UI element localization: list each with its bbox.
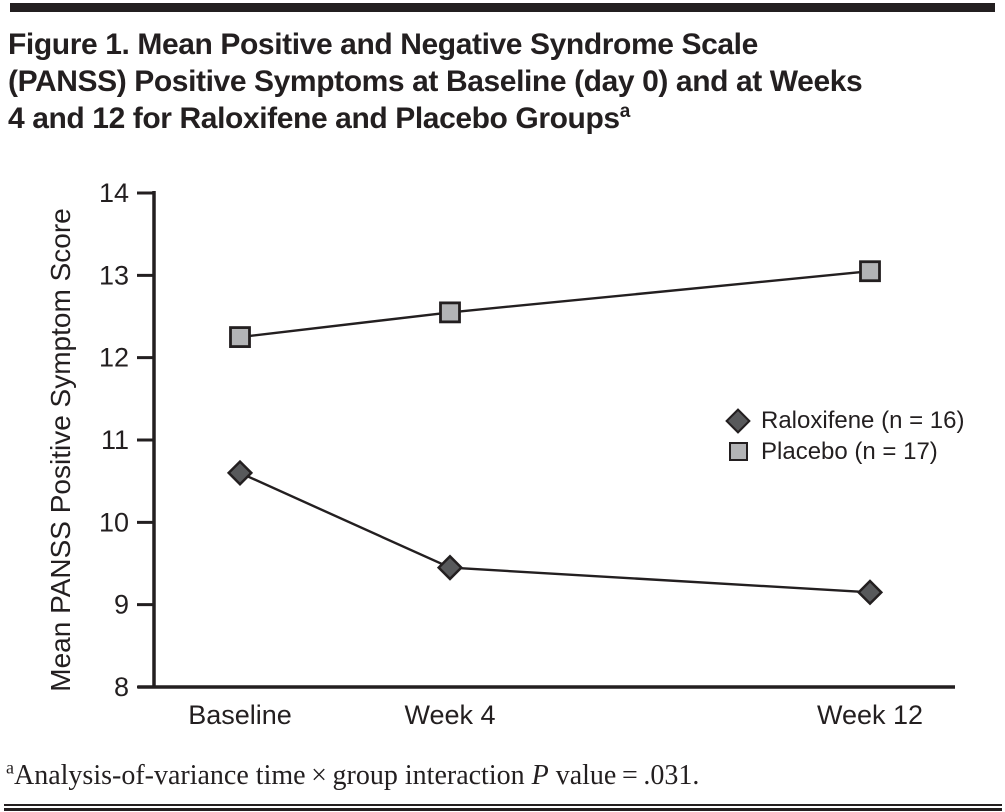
- square-icon: [728, 442, 748, 461]
- y-tick-label: 10: [99, 507, 129, 537]
- legend-item-raloxifene: Raloxifene (n = 16): [723, 405, 964, 436]
- legend-label-placebo: Placebo (n = 17): [761, 437, 938, 465]
- legend: Raloxifene (n = 16) Placebo (n = 17): [723, 405, 964, 467]
- data-point-placebo-1: [439, 301, 461, 324]
- legend-label-raloxifene: Raloxifene (n = 16): [761, 406, 965, 434]
- series-line-raloxifene: [239, 471, 871, 594]
- data-point-placebo-2: [859, 260, 881, 283]
- title-line-1: Figure 1. Mean Positive and Negative Syn…: [8, 28, 758, 61]
- footnote-text-tail: value = .031.: [548, 760, 700, 791]
- figure-title: Figure 1. Mean Positive and Negative Syn…: [8, 26, 1003, 137]
- footnote-superscript: a: [6, 757, 14, 778]
- series-line-placebo: [239, 270, 871, 339]
- y-tick-label: 8: [114, 672, 129, 702]
- title-line-3-text: 4 and 12 for Raloxifene and Placebo Grou…: [8, 102, 620, 135]
- bottom-rule-thick: [4, 808, 1002, 811]
- footnote-p-symbol: P: [531, 760, 549, 791]
- data-point-raloxifene-0: [226, 459, 254, 487]
- x-tick-label: Week 4: [404, 700, 495, 730]
- x-tick-label: Week 12: [817, 700, 923, 730]
- title-superscript: a: [619, 101, 631, 122]
- y-tick-label: 14: [99, 178, 129, 208]
- title-line-3: 4 and 12 for Raloxifene and Placebo Grou…: [8, 100, 1003, 137]
- title-line-2: (PANSS) Positive Symptoms at Baseline (d…: [8, 65, 863, 98]
- legend-item-placebo: Placebo (n = 17): [723, 436, 964, 467]
- data-point-raloxifene-1: [436, 554, 464, 581]
- y-axis-title: Mean PANSS Positive Symptom Score: [45, 208, 76, 691]
- footnote-text: Analysis-of-variance time × group intera…: [14, 760, 532, 791]
- y-tick-label: 11: [101, 425, 129, 455]
- data-point-raloxifene-2: [856, 579, 884, 606]
- diamond-icon: [725, 407, 751, 434]
- y-tick-label: 9: [114, 590, 129, 620]
- chart-svg: Mean PANSS Positive Symptom Score 8 9 10 11…: [45, 178, 955, 730]
- y-tick-label: 12: [99, 343, 129, 373]
- data-point-placebo-0: [229, 326, 251, 348]
- bottom-rule-thin: [4, 804, 1002, 806]
- footnote: aAnalysis-of-variance time × group inter…: [6, 757, 700, 792]
- x-tick-label: Baseline: [188, 700, 292, 730]
- y-tick-label: 13: [99, 260, 129, 290]
- top-rule-bar: [10, 3, 995, 12]
